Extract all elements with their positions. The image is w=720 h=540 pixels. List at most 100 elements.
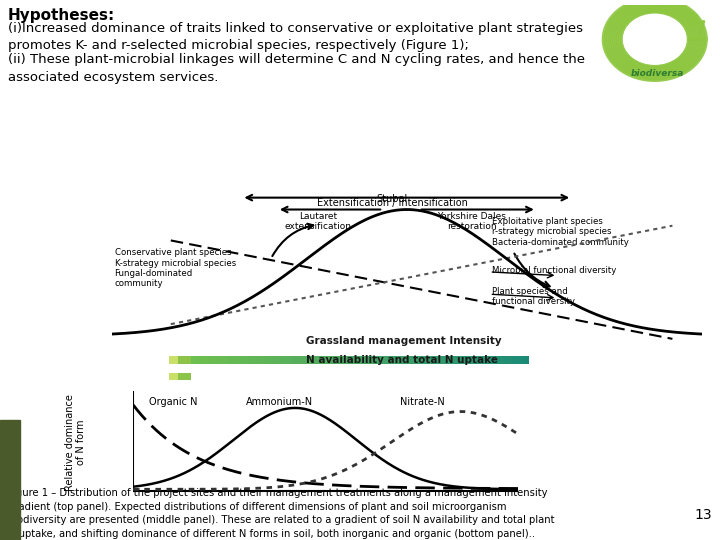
Bar bbox=[493, 356, 496, 364]
Bar bbox=[263, 356, 266, 364]
Bar bbox=[0, 420, 20, 540]
Bar bbox=[424, 356, 427, 364]
Bar bbox=[234, 356, 237, 364]
Bar bbox=[179, 356, 191, 364]
Bar bbox=[303, 356, 306, 364]
Bar bbox=[427, 356, 430, 364]
Bar bbox=[260, 356, 263, 364]
Bar bbox=[222, 356, 225, 364]
Bar bbox=[421, 356, 424, 364]
Bar bbox=[343, 356, 346, 364]
Bar bbox=[352, 356, 355, 364]
Bar bbox=[508, 356, 510, 364]
Text: Extensification / intensification: Extensification / intensification bbox=[317, 198, 467, 208]
Bar bbox=[372, 356, 375, 364]
Text: Ammonium-N: Ammonium-N bbox=[246, 397, 313, 407]
Bar bbox=[502, 356, 505, 364]
Bar bbox=[378, 356, 381, 364]
Bar bbox=[531, 356, 534, 364]
Bar bbox=[338, 356, 341, 364]
Bar bbox=[467, 356, 470, 364]
Text: Relative dominance
of N form: Relative dominance of N form bbox=[65, 394, 86, 491]
Bar bbox=[369, 356, 372, 364]
Text: 13: 13 bbox=[694, 508, 712, 522]
Bar bbox=[240, 356, 243, 364]
Bar bbox=[225, 356, 228, 364]
Bar bbox=[513, 356, 516, 364]
Text: Yorkshire Dales
restoration: Yorkshire Dales restoration bbox=[437, 212, 506, 231]
Bar bbox=[320, 356, 323, 364]
Text: biodiversa: biodiversa bbox=[630, 70, 684, 78]
Circle shape bbox=[624, 14, 686, 64]
Bar bbox=[401, 356, 404, 364]
Bar bbox=[205, 356, 208, 364]
Bar bbox=[332, 356, 335, 364]
Text: Conservative plant species
K-strategy microbial species
Fungal-dominated
communi: Conservative plant species K-strategy mi… bbox=[114, 248, 236, 288]
Bar bbox=[407, 356, 410, 364]
Bar bbox=[464, 356, 467, 364]
Bar bbox=[381, 356, 384, 364]
Bar bbox=[289, 356, 292, 364]
Bar bbox=[430, 356, 433, 364]
Text: Lautaret
extensification: Lautaret extensification bbox=[284, 212, 352, 231]
Bar bbox=[197, 356, 199, 364]
Bar bbox=[387, 356, 390, 364]
Bar bbox=[297, 356, 300, 364]
Bar bbox=[441, 356, 444, 364]
Bar bbox=[292, 356, 294, 364]
Bar bbox=[384, 356, 387, 364]
Text: Microbial functional diversity: Microbial functional diversity bbox=[492, 266, 617, 275]
Bar bbox=[473, 356, 476, 364]
Text: N availability and total N uptake: N availability and total N uptake bbox=[306, 355, 498, 365]
Bar bbox=[358, 356, 361, 364]
Bar bbox=[315, 356, 318, 364]
Bar bbox=[522, 356, 525, 364]
Text: (i)Increased dominance of traits linked to conservative or exploitative plant st: (i)Increased dominance of traits linked … bbox=[8, 22, 583, 52]
Bar bbox=[375, 356, 378, 364]
Bar bbox=[208, 356, 211, 364]
Bar bbox=[479, 356, 482, 364]
Bar bbox=[516, 356, 519, 364]
Bar bbox=[525, 356, 528, 364]
Text: Organic N: Organic N bbox=[148, 397, 197, 407]
Bar bbox=[199, 356, 202, 364]
Bar bbox=[211, 356, 214, 364]
Bar bbox=[450, 356, 453, 364]
Bar bbox=[266, 356, 269, 364]
Bar bbox=[277, 356, 280, 364]
Bar bbox=[246, 356, 248, 364]
Bar bbox=[395, 356, 398, 364]
Bar bbox=[361, 356, 364, 364]
Bar bbox=[194, 356, 197, 364]
Bar bbox=[286, 356, 289, 364]
Bar bbox=[312, 356, 315, 364]
Bar bbox=[510, 356, 513, 364]
Bar bbox=[505, 356, 508, 364]
Bar bbox=[306, 356, 309, 364]
Bar bbox=[476, 356, 479, 364]
Bar bbox=[341, 356, 343, 364]
Bar bbox=[349, 356, 352, 364]
Bar bbox=[179, 374, 191, 380]
Text: Stubal: Stubal bbox=[377, 194, 408, 204]
Bar bbox=[485, 356, 487, 364]
Text: Hypotheses:: Hypotheses: bbox=[8, 8, 115, 23]
Bar bbox=[271, 356, 274, 364]
Bar bbox=[283, 356, 286, 364]
Bar bbox=[366, 356, 369, 364]
Bar bbox=[418, 356, 421, 364]
Bar bbox=[433, 356, 436, 364]
Bar bbox=[438, 356, 441, 364]
Text: Nitrate-N: Nitrate-N bbox=[400, 397, 444, 407]
Bar bbox=[444, 356, 447, 364]
Bar bbox=[269, 356, 271, 364]
Bar bbox=[237, 356, 240, 364]
Text: Exploitative plant species
r-strategy microbial species
Bacteria-dominated commu: Exploitative plant species r-strategy mi… bbox=[492, 217, 629, 247]
Bar bbox=[459, 356, 462, 364]
Bar bbox=[404, 356, 407, 364]
Text: (ii) These plant-microbial linkages will determine C and N cycling rates, and he: (ii) These plant-microbial linkages will… bbox=[8, 53, 585, 84]
Bar bbox=[496, 356, 499, 364]
Bar bbox=[280, 356, 283, 364]
Bar bbox=[487, 356, 490, 364]
Bar bbox=[202, 356, 205, 364]
